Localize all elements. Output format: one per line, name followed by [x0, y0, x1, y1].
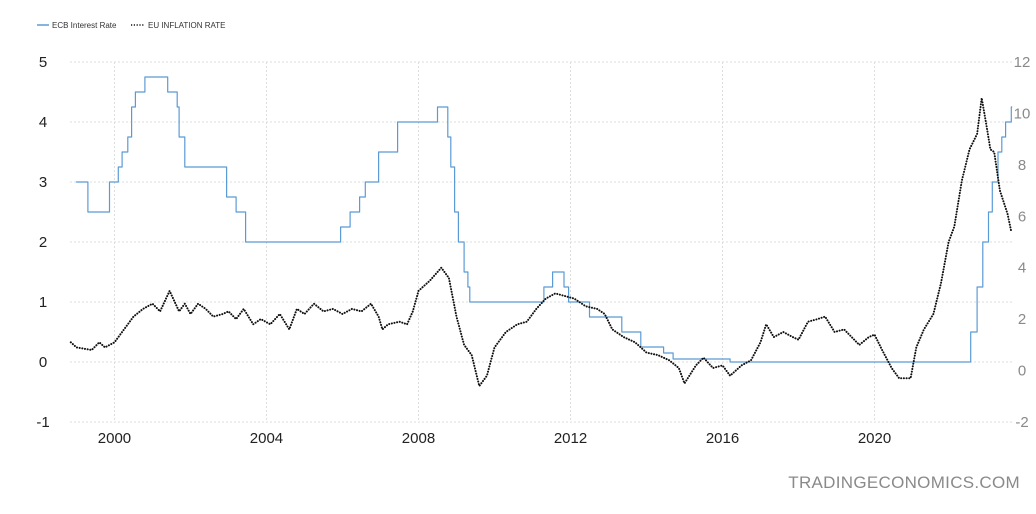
y-right-tick-label: 10 — [1014, 105, 1031, 122]
source-watermark: TRADINGECONOMICS.COM — [788, 473, 1020, 492]
x-axis: 2000 2004 2008 2012 2016 2020 — [98, 430, 891, 447]
x-tick-label: 2016 — [706, 430, 739, 447]
plot-area — [69, 76, 1013, 387]
y-left-tick-label: 2 — [39, 234, 47, 251]
y-axis-right: -2 0 2 4 6 8 10 12 — [1014, 54, 1031, 431]
series-line-eu-inflation-rate[interactable] — [69, 97, 1013, 387]
y-right-tick-label: 6 — [1018, 208, 1026, 225]
y-left-tick-label: 3 — [39, 174, 47, 191]
y-right-tick-label: -2 — [1015, 414, 1028, 431]
legend[interactable]: ECB Interest Rate EU INFLATION RATE — [37, 21, 226, 30]
y-right-tick-label: 4 — [1018, 260, 1026, 277]
y-left-tick-label: 1 — [39, 294, 47, 311]
y-axis-left: -1 0 1 2 3 4 5 — [36, 54, 49, 431]
series-line-ecb-interest-rate[interactable] — [75, 76, 1013, 363]
y-right-tick-label: 2 — [1018, 311, 1026, 328]
y-left-tick-label: 4 — [39, 114, 47, 131]
gridlines — [70, 61, 1014, 423]
x-tick-label: 2000 — [98, 430, 131, 447]
y-left-tick-label: 0 — [39, 354, 47, 371]
y-right-tick-label: 0 — [1018, 363, 1026, 380]
x-tick-label: 2020 — [858, 430, 891, 447]
x-tick-label: 2012 — [554, 430, 587, 447]
x-tick-label: 2004 — [250, 430, 283, 447]
y-left-tick-label: 5 — [39, 54, 47, 71]
legend-label-ecb: ECB Interest Rate — [52, 21, 117, 30]
y-left-tick-label: -1 — [36, 414, 49, 431]
legend-label-inflation: EU INFLATION RATE — [148, 21, 226, 30]
y-right-tick-label: 12 — [1014, 54, 1031, 71]
y-right-tick-label: 8 — [1018, 157, 1026, 174]
x-tick-label: 2008 — [402, 430, 435, 447]
